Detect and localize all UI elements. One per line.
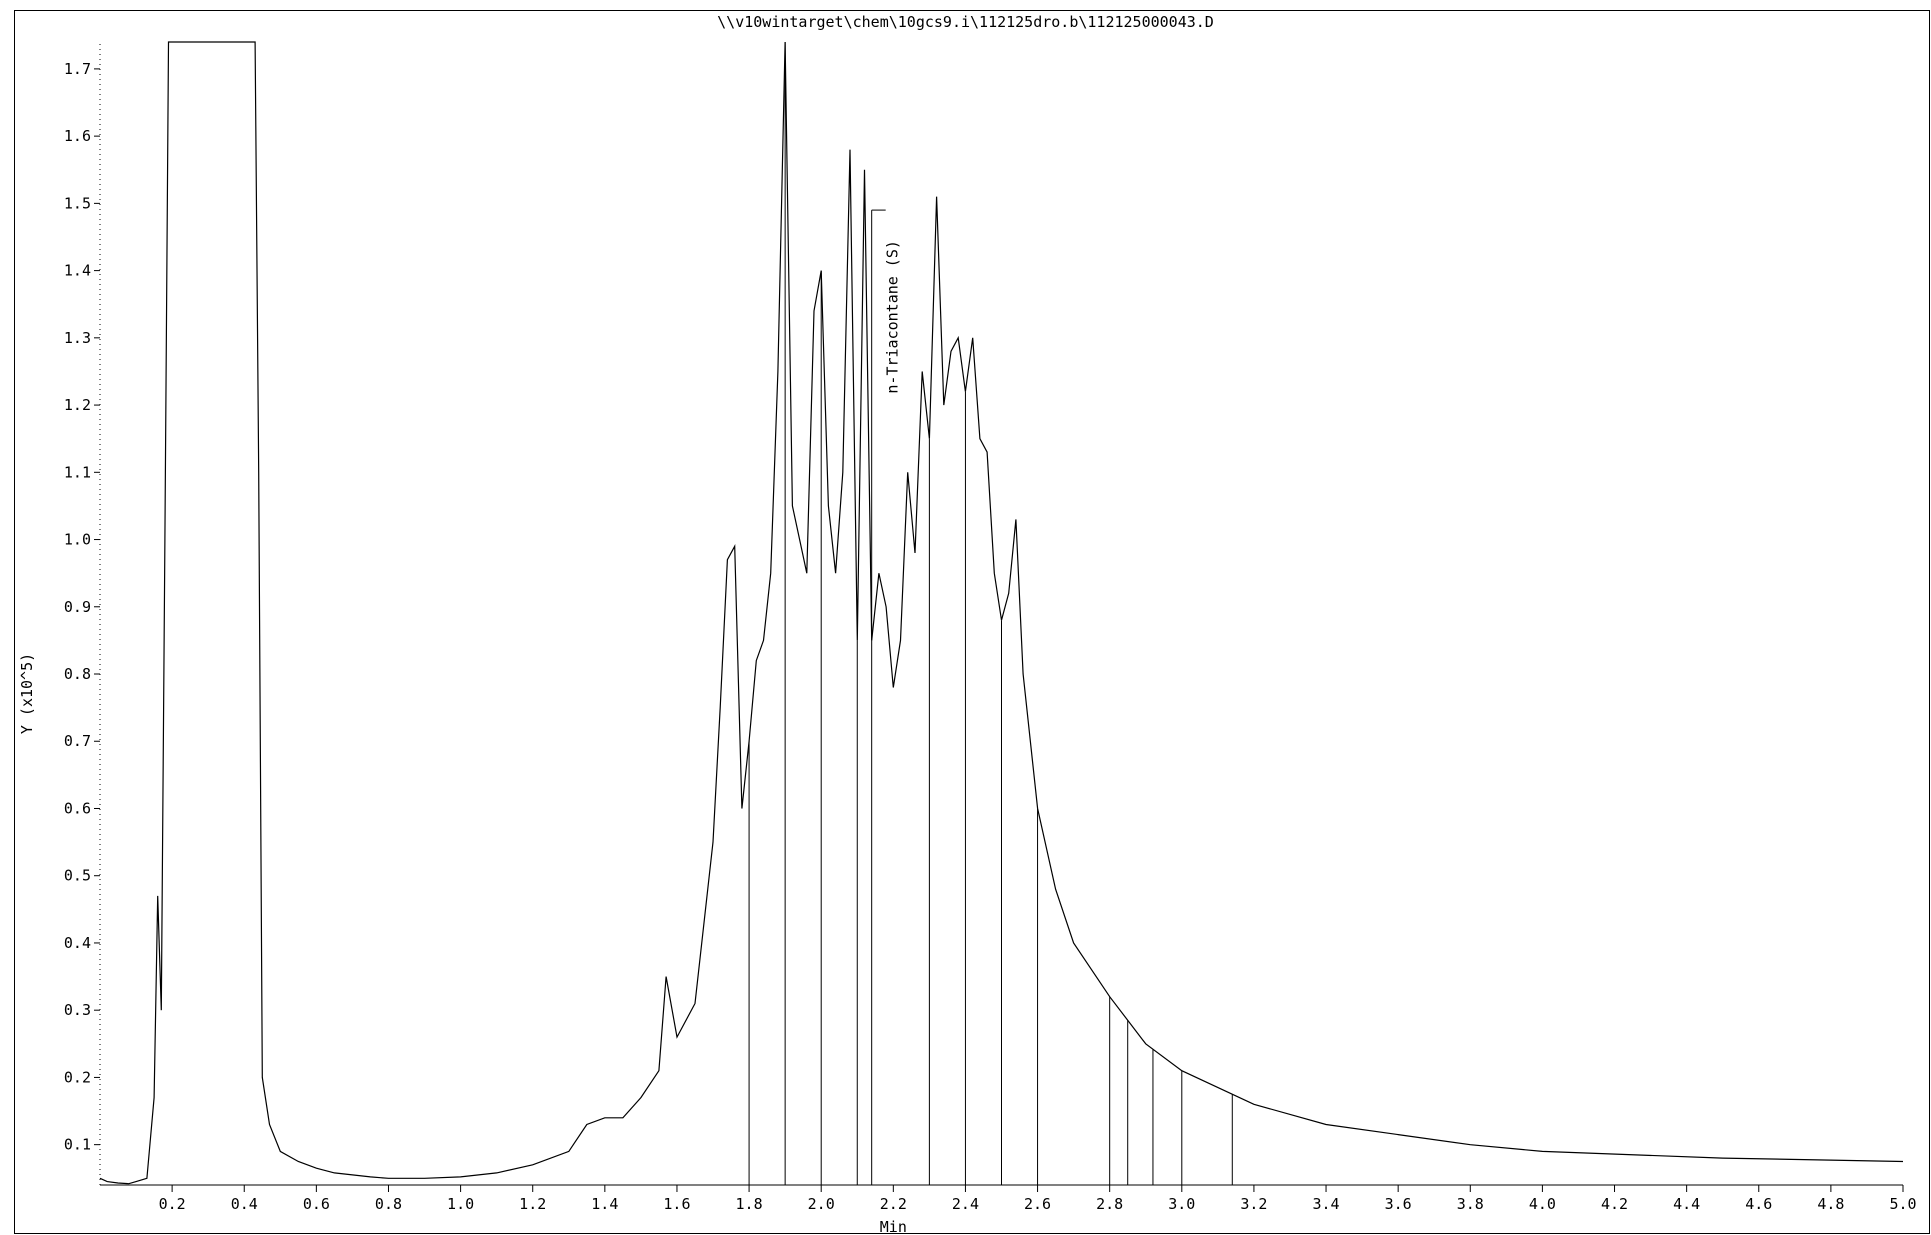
- x-tick-label: 4.6: [1745, 1195, 1772, 1213]
- y-tick-label: 1.6: [64, 127, 91, 145]
- x-tick-label: 0.4: [231, 1195, 258, 1213]
- x-tick-label: 1.8: [736, 1195, 763, 1213]
- y-tick-label: 0.6: [64, 799, 91, 817]
- x-tick-label: 4.2: [1601, 1195, 1628, 1213]
- x-tick-label: 3.4: [1312, 1195, 1339, 1213]
- x-tick-label: 4.0: [1529, 1195, 1556, 1213]
- label-group: 0.2 0.4 0.6 0.8 1.0 1.2 1.4 1.6 1.8 2.0 2.2 2.4 2.6 2…: [18, 60, 1917, 1235]
- y-tick-label: 1.5: [64, 194, 91, 212]
- y-tick-label: 1.4: [64, 262, 91, 280]
- x-tick-label: 3.0: [1168, 1195, 1195, 1213]
- y-tick-label: 0.2: [64, 1068, 91, 1086]
- y-tick-label: 0.5: [64, 867, 91, 885]
- x-tick-label: 3.2: [1240, 1195, 1267, 1213]
- x-tick-label: 2.4: [952, 1195, 979, 1213]
- x-tick-label: 2.2: [880, 1195, 907, 1213]
- x-tick-label: 1.6: [663, 1195, 690, 1213]
- y-tick-label: 0.1: [64, 1136, 91, 1154]
- x-tick-label: 4.8: [1817, 1195, 1844, 1213]
- chart-title: \\v10wintarget\chem\10gcs9.i\112125dro.b…: [717, 13, 1214, 31]
- x-tick-label: 2.8: [1096, 1195, 1123, 1213]
- y-tick-label: 1.1: [64, 463, 91, 481]
- x-tick-label: 2.6: [1024, 1195, 1051, 1213]
- x-tick-label: 0.6: [303, 1195, 330, 1213]
- series-group: [99, 41, 1904, 1185]
- y-tick-label: 0.7: [64, 732, 91, 750]
- x-tick-label: 3.8: [1457, 1195, 1484, 1213]
- x-axis-label: Min: [880, 1218, 907, 1235]
- y-tick-label: 0.4: [64, 934, 91, 952]
- y-tick-label: 0.8: [64, 665, 91, 683]
- y-tick-label: 1.3: [64, 329, 91, 347]
- plot-frame: [14, 10, 1930, 1234]
- y-tick-label: 1.7: [64, 60, 91, 78]
- y-tick-label: 0.9: [64, 598, 91, 616]
- y-tick-label: 1.2: [64, 396, 91, 414]
- x-tick-label: 2.0: [808, 1195, 835, 1213]
- x-tick-label: 1.2: [519, 1195, 546, 1213]
- y-tick-label: 0.3: [64, 1001, 91, 1019]
- y-tick-label: 1.0: [64, 531, 91, 549]
- peak-annotation: n-Triacontane (S): [884, 240, 902, 394]
- x-tick-label: 3.6: [1385, 1195, 1412, 1213]
- x-tick-label: 0.8: [375, 1195, 402, 1213]
- y-axis-label: Y (x10^5): [18, 653, 36, 734]
- tick-group: [94, 68, 1904, 1192]
- series-line: [99, 41, 1904, 1185]
- x-tick-label: 5.0: [1889, 1195, 1916, 1213]
- x-tick-label: 1.0: [447, 1195, 474, 1213]
- x-tick-label: 1.4: [591, 1195, 618, 1213]
- x-tick-label: 0.2: [159, 1195, 186, 1213]
- x-tick-label: 4.4: [1673, 1195, 1700, 1213]
